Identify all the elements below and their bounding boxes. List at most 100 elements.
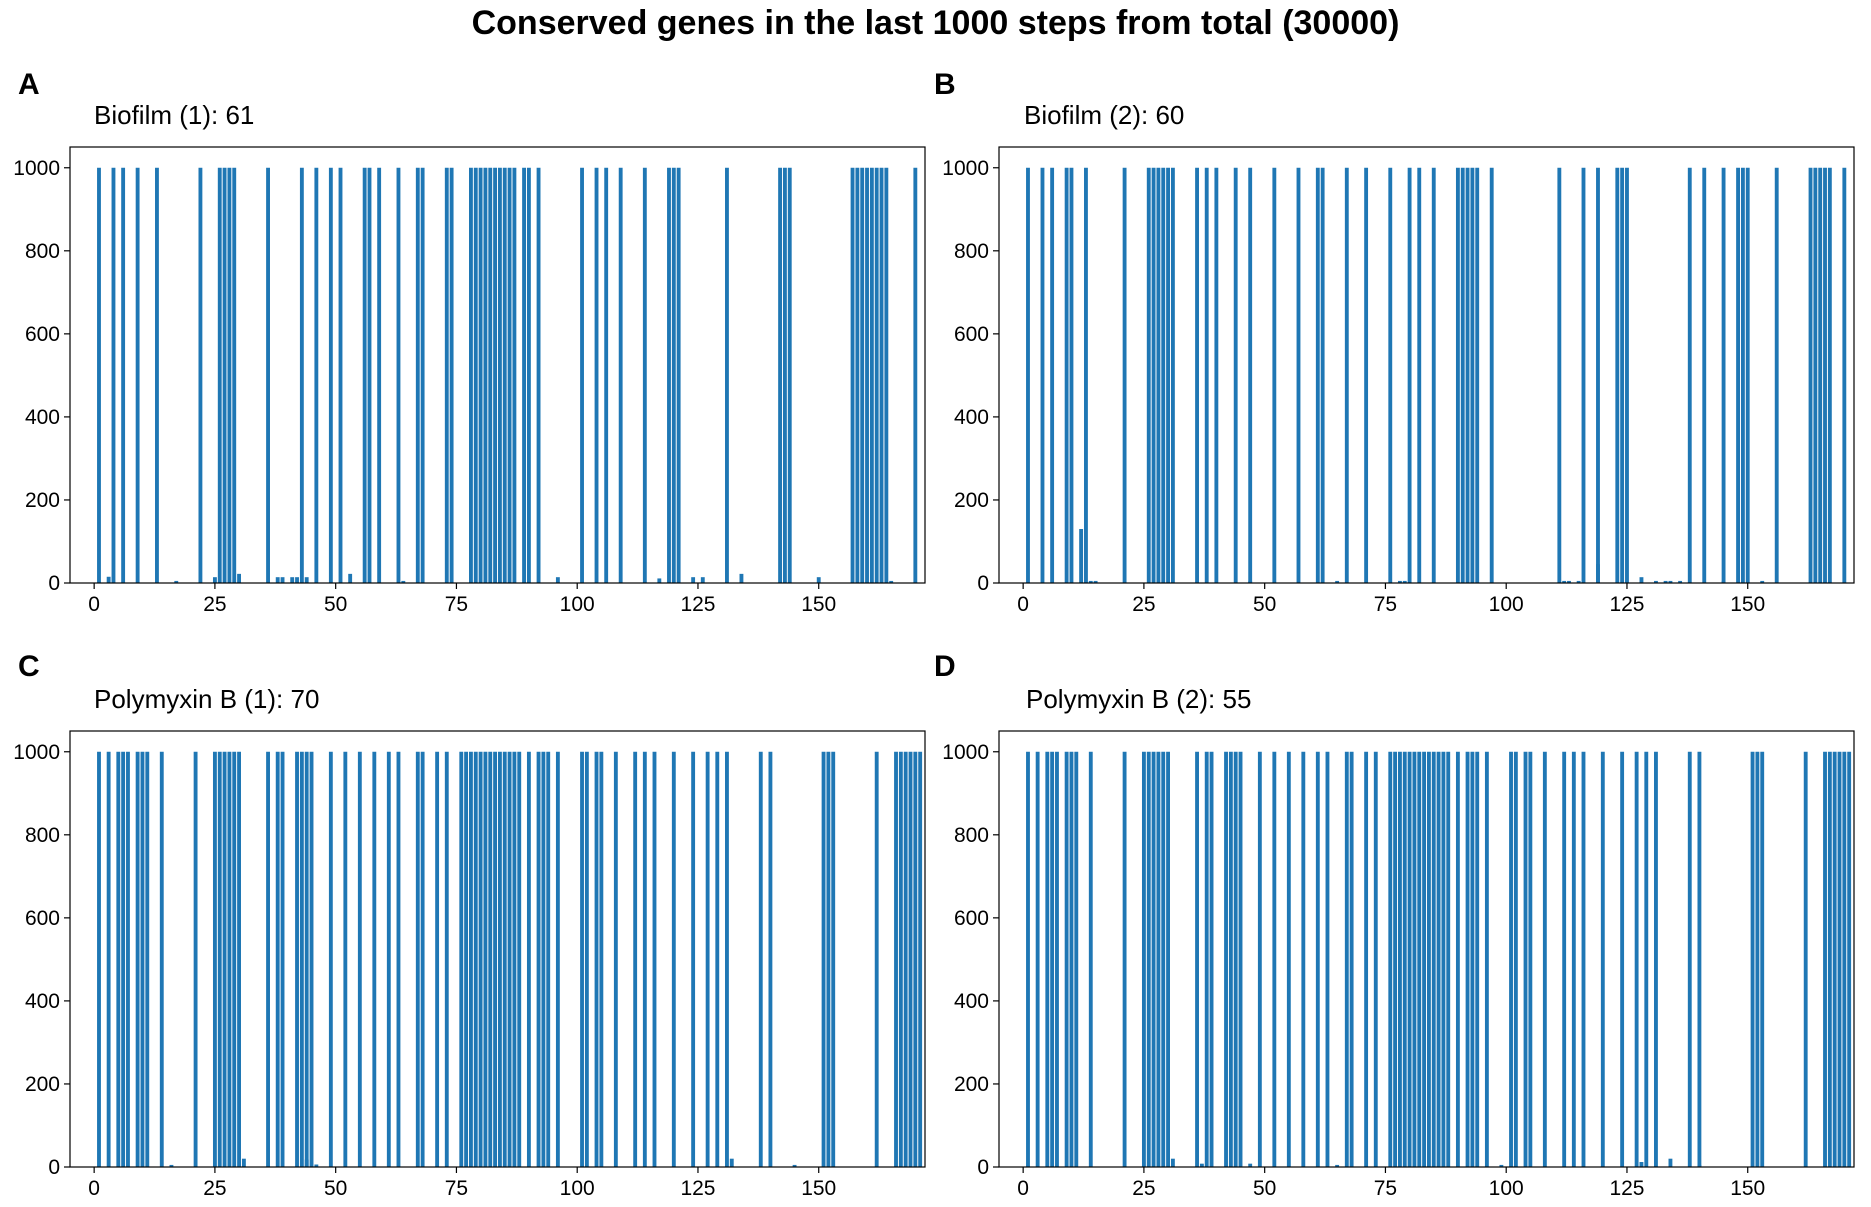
x-tick-label: 75 (1374, 593, 1397, 616)
bar (1407, 751, 1412, 1167)
bar (497, 167, 502, 583)
bar (106, 576, 111, 583)
bar (212, 751, 217, 1167)
bar (1296, 167, 1301, 583)
bar (918, 751, 923, 1167)
y-tick-label: 800 (25, 240, 60, 263)
bar (217, 167, 222, 583)
bar (1045, 751, 1050, 1167)
bar (1170, 1158, 1175, 1167)
bar (469, 751, 473, 1167)
bar (1620, 751, 1625, 1167)
bar (691, 751, 696, 1167)
bar (594, 167, 599, 583)
bar (512, 167, 517, 583)
bar (1736, 167, 1740, 583)
bar (1141, 751, 1146, 1167)
bar (1233, 167, 1238, 583)
bar (1697, 751, 1702, 1167)
bar (362, 167, 367, 583)
bar (290, 577, 295, 583)
bar (1644, 751, 1649, 1167)
bar (1026, 751, 1030, 1167)
x-tick-label: 25 (1132, 593, 1155, 616)
bar (1040, 167, 1045, 583)
bar (232, 751, 237, 1167)
bar (1827, 167, 1832, 583)
panel-label-a: A (18, 68, 40, 101)
bar (1204, 751, 1209, 1167)
bar (1161, 167, 1166, 583)
bar (1166, 751, 1170, 1167)
bar (280, 751, 285, 1167)
bar (1398, 580, 1402, 583)
bar (729, 1158, 734, 1167)
bar (1349, 751, 1354, 1167)
bar (174, 580, 179, 583)
bar (1760, 580, 1765, 583)
bar (526, 751, 531, 1167)
bar (903, 751, 908, 1167)
bar (1620, 167, 1625, 583)
bar (618, 167, 623, 583)
bar (1426, 751, 1431, 1167)
bar (1760, 751, 1765, 1167)
x-tick-label: 50 (1253, 1177, 1276, 1200)
bar (1455, 167, 1460, 583)
y-tick-label: 0 (48, 1156, 60, 1179)
bar (483, 167, 488, 583)
bar (657, 578, 662, 583)
panel-b-title: Biofilm (2): 60 (1024, 100, 1185, 130)
bar (1842, 751, 1847, 1167)
bar (1301, 751, 1306, 1167)
bar (879, 167, 884, 583)
bar (1654, 751, 1658, 1167)
bar (1364, 167, 1369, 583)
bar (1465, 167, 1470, 583)
bar (469, 167, 473, 583)
panel-d-plot: 0 25 50 75 100 125 150 0 200 400 600 800 1000 (942, 730, 1855, 1200)
bar (898, 751, 903, 1167)
bar (874, 167, 879, 583)
bar (1151, 751, 1156, 1167)
x-tick-label: 75 (445, 1177, 468, 1200)
axes-frame (69, 146, 926, 584)
bar (1228, 751, 1233, 1167)
bar (816, 577, 821, 583)
bar (1489, 167, 1494, 583)
bar (1402, 751, 1407, 1167)
bar (1055, 751, 1059, 1167)
bar (1248, 1163, 1253, 1167)
bar (478, 751, 483, 1167)
axes-frame (998, 146, 1855, 584)
bar (222, 167, 227, 583)
bar (1745, 167, 1750, 583)
bar (401, 580, 406, 583)
bar (193, 751, 198, 1167)
bar (212, 577, 217, 583)
bar (1388, 751, 1393, 1167)
bar (1224, 751, 1228, 1167)
y-tick-label: 1000 (942, 741, 989, 764)
x-tick-label: 100 (560, 1177, 595, 1200)
bar (304, 577, 309, 583)
bar (1170, 167, 1175, 583)
x-tick-label: 0 (88, 1177, 100, 1200)
bar (1122, 751, 1127, 1167)
bar (1832, 751, 1837, 1167)
panel-label-d: D (934, 650, 956, 683)
bar (1484, 751, 1489, 1167)
bar (135, 751, 140, 1167)
bar (396, 751, 401, 1167)
bar (1721, 580, 1726, 583)
bar (464, 751, 469, 1167)
bar (420, 167, 425, 583)
y-tick-label: 400 (954, 406, 989, 429)
y-tick-label: 200 (25, 1073, 60, 1096)
bar (1035, 751, 1040, 1167)
y-tick-label: 200 (954, 489, 989, 512)
bar (1446, 751, 1451, 1167)
bar (1687, 167, 1692, 583)
bar (1146, 167, 1151, 583)
